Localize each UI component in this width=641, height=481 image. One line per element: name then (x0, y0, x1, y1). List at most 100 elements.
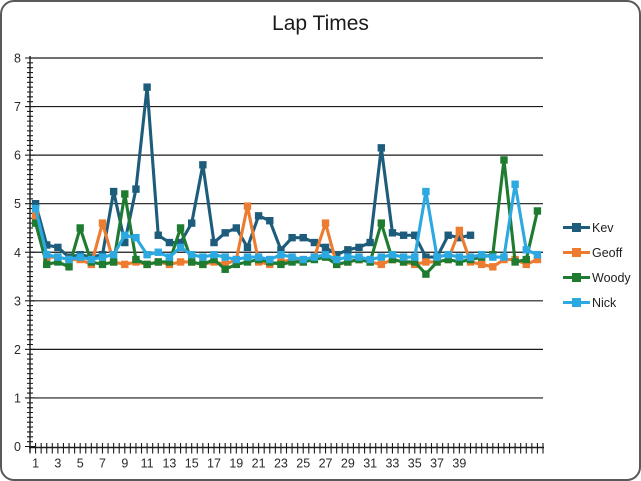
series-marker-kev (43, 241, 51, 249)
series-marker-nick (511, 180, 519, 188)
series-marker-nick (377, 253, 385, 261)
x-axis-label: 1 (32, 457, 39, 471)
y-axis-label: 0 (14, 440, 21, 454)
series-marker-nick (433, 253, 441, 261)
x-axis-label: 11 (141, 457, 154, 471)
x-axis-label: 5 (77, 457, 84, 471)
series-marker-nick (232, 255, 241, 264)
series-marker-nick (243, 253, 252, 261)
series-marker-geoff (422, 258, 430, 266)
y-axis-label: 1 (14, 391, 21, 405)
y-axis-label: 6 (14, 149, 21, 163)
series-marker-nick (165, 253, 174, 261)
series-marker-nick (500, 253, 508, 261)
series-marker-nick (321, 250, 330, 259)
series-marker-woody (65, 263, 73, 271)
series-marker-woody (500, 156, 508, 164)
x-axis-label: 19 (229, 457, 243, 471)
series-marker-geoff (98, 219, 107, 227)
series-marker-kev (388, 229, 397, 237)
series-marker-nick (65, 255, 73, 264)
series-marker-geoff (455, 226, 464, 235)
legend-label-woody: Woody (592, 270, 631, 285)
series-marker-kev (277, 246, 285, 254)
series-marker-woody (210, 255, 218, 264)
series-marker-nick (277, 250, 285, 259)
series-marker-nick (87, 255, 96, 264)
series-marker-woody (522, 255, 530, 264)
series-marker-woody (288, 258, 296, 266)
legend-label-nick: Nick (592, 295, 617, 310)
series-marker-nick (522, 246, 530, 254)
x-axis-label: 9 (121, 457, 128, 471)
legend-marker-geoff-icon (563, 248, 590, 257)
series-marker-nick (176, 243, 185, 252)
legend-marker-kev-icon (563, 223, 590, 232)
y-axis-label: 2 (14, 343, 21, 357)
series-marker-woody (344, 258, 352, 266)
series-marker-nick (332, 255, 341, 264)
series-marker-geoff (489, 263, 497, 271)
series-marker-kev (299, 233, 307, 242)
series-marker-nick (388, 250, 397, 259)
legend-item-nick: Nick (563, 290, 631, 315)
series-marker-nick (254, 253, 263, 261)
series-marker-nick (54, 253, 62, 261)
series-marker-kev (199, 161, 207, 169)
series-marker-woody (377, 219, 385, 227)
series-marker-woody (176, 224, 185, 232)
series-marker-woody (109, 258, 118, 266)
legend-item-woody: Woody (563, 265, 631, 290)
series-marker-woody (76, 224, 84, 232)
series-marker-nick (455, 253, 464, 261)
series-marker-nick (221, 253, 229, 261)
series-marker-nick (344, 253, 352, 261)
y-axis-label: 8 (14, 52, 21, 66)
series-marker-kev (444, 231, 452, 239)
series-marker-geoff (243, 202, 252, 210)
legend-item-kev: Kev (563, 215, 631, 240)
series-marker-woody (243, 258, 252, 266)
x-axis-label: 13 (162, 457, 176, 471)
legend-label-kev: Kev (592, 220, 614, 235)
series-marker-woody (533, 207, 542, 215)
series-marker-woody (277, 260, 285, 269)
series-marker-woody (221, 265, 229, 273)
series-marker-woody (388, 255, 397, 264)
series-marker-woody (188, 258, 196, 266)
series-marker-nick (43, 250, 51, 259)
series-marker-kev (355, 243, 363, 252)
series-marker-kev (310, 238, 319, 247)
series-marker-woody (199, 260, 207, 269)
series-marker-geoff (321, 219, 330, 227)
series-marker-woody (422, 270, 430, 278)
series-marker-kev (109, 187, 118, 196)
series-marker-kev (154, 231, 162, 239)
series-marker-nick (422, 187, 430, 196)
y-axis-label: 3 (14, 294, 21, 308)
y-axis-label: 4 (14, 246, 21, 260)
series-marker-kev (31, 199, 40, 208)
series-marker-nick (132, 233, 140, 242)
series-marker-nick (199, 253, 207, 261)
series-marker-woody (54, 258, 62, 266)
series-marker-woody (98, 260, 107, 269)
series-marker-nick (444, 250, 452, 259)
series-marker-woody (433, 258, 441, 266)
series-marker-kev (243, 243, 252, 252)
series-marker-nick (210, 250, 218, 259)
series-marker-nick (143, 250, 151, 259)
series-marker-geoff (176, 258, 185, 266)
legend-label-geoff: Geoff (592, 245, 623, 260)
series-line-geoff (34, 204, 539, 269)
x-axis-label: 35 (408, 457, 422, 471)
series-marker-kev (466, 231, 475, 239)
series-marker-kev (254, 212, 263, 220)
y-axis-label: 5 (14, 197, 21, 211)
series-marker-kev (344, 246, 352, 254)
series-marker-kev (288, 233, 296, 242)
series-marker-kev (210, 238, 218, 247)
x-axis-label: 29 (341, 457, 355, 471)
series-marker-nick (76, 253, 84, 261)
